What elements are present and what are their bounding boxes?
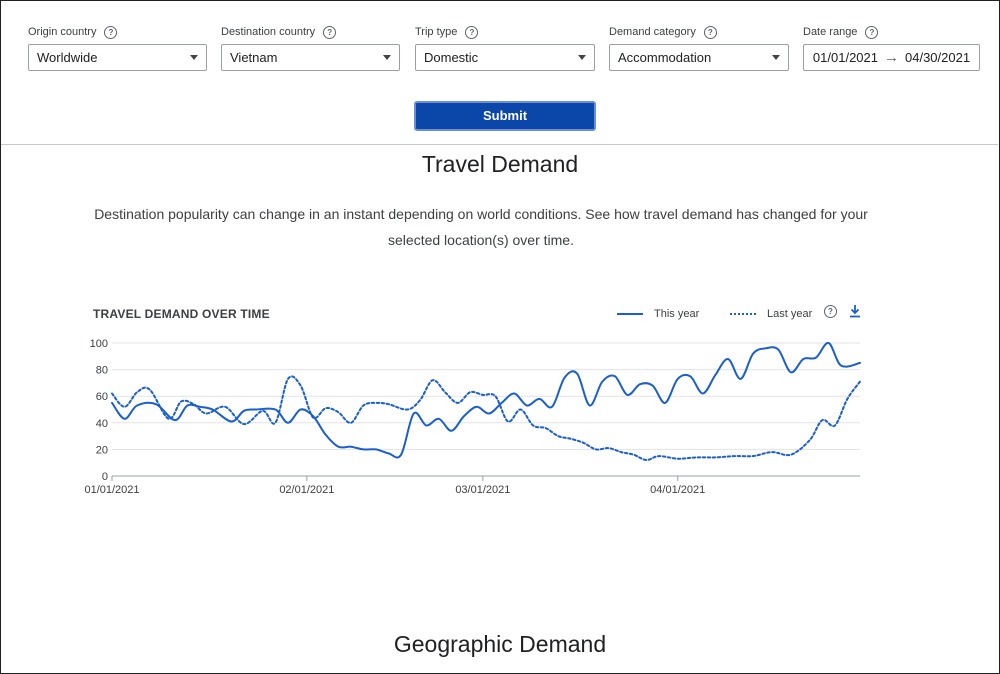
section-divider: [1, 144, 998, 145]
trip-type-value: Domestic: [424, 50, 479, 65]
demand-category-select[interactable]: Accommodation: [609, 44, 789, 71]
start-date[interactable]: 01/01/2021: [812, 50, 878, 65]
origin-country-select[interactable]: Worldwide: [28, 44, 207, 71]
date-range-label: Date range: [803, 26, 858, 38]
destination-country-label: Destination country: [221, 26, 316, 38]
demand-category-filter: Demand category ? Accommodation: [609, 24, 789, 71]
section-title: Travel Demand: [421, 151, 579, 177]
help-circle-icon[interactable]: ?: [104, 25, 118, 39]
dropdown-caret-icon: [190, 55, 198, 60]
destination-country-select[interactable]: Vietnam: [221, 44, 400, 71]
date-range-filter: Date range ? 01/01/2021 → 04/30/2021: [803, 24, 980, 71]
demand-category-label: Demand category: [609, 26, 696, 38]
legend-last-year-label: Last year: [767, 308, 813, 320]
end-date[interactable]: 04/30/2021: [905, 50, 971, 65]
chart-title: TRAVEL DEMAND OVER TIME: [93, 307, 270, 321]
trip-type-select[interactable]: Domestic: [415, 44, 595, 71]
origin-country-filter: Origin country ? Worldwide: [28, 24, 207, 71]
destination-country-value: Vietnam: [230, 50, 278, 65]
help-circle-icon[interactable]: ?: [865, 25, 879, 39]
destination-country-filter: Destination country ? Vietnam: [221, 24, 400, 71]
help-circle-icon[interactable]: ?: [323, 25, 337, 39]
arrow-right-icon: →: [884, 49, 899, 66]
legend-dotted-line: [730, 313, 756, 315]
section-description: Destination popularity can change in an …: [94, 206, 868, 248]
trip-type-label: Trip type: [415, 26, 458, 38]
origin-country-value: Worldwide: [37, 50, 98, 65]
help-circle-icon[interactable]: ?: [703, 25, 717, 39]
submit-button[interactable]: Submit: [414, 101, 596, 131]
help-circle-icon[interactable]: ?: [465, 25, 479, 39]
dropdown-caret-icon: [772, 55, 780, 60]
geographic-demand-title: Geographic Demand: [393, 631, 607, 657]
download-icon[interactable]: [848, 304, 862, 318]
legend-this-year-label: This year: [654, 308, 700, 320]
origin-country-label: Origin country: [28, 26, 97, 38]
dropdown-caret-icon: [383, 55, 391, 60]
legend-last-year[interactable]: Last year: [730, 308, 812, 320]
legend-solid-line: [617, 313, 643, 315]
date-range-picker[interactable]: 01/01/2021 → 04/30/2021: [803, 44, 980, 71]
demand-category-value: Accommodation: [618, 50, 712, 65]
trip-type-filter: Trip type ? Domestic: [415, 24, 595, 71]
dropdown-caret-icon: [578, 55, 586, 60]
legend-this-year[interactable]: This year: [617, 308, 699, 320]
help-circle-icon[interactable]: ?: [824, 305, 837, 318]
